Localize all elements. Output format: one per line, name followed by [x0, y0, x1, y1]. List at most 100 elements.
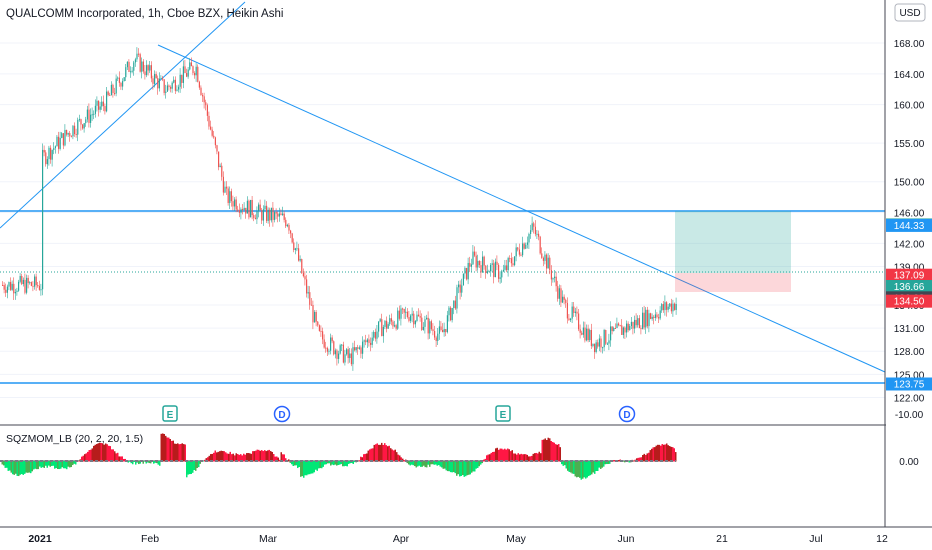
indicator-bar [643, 453, 645, 462]
indicator-bar [100, 442, 102, 462]
currency-button[interactable]: USD [894, 3, 926, 22]
indicator-bar [213, 452, 215, 462]
price-axis-background[interactable] [886, 0, 932, 527]
indicator-bar [481, 461, 483, 464]
candle-body [264, 205, 266, 210]
earnings-icon[interactable]: E [495, 405, 511, 422]
candle-body [533, 223, 535, 227]
trend-line-down[interactable] [157, 44, 886, 373]
candle-body [160, 78, 162, 80]
indicator-bar [331, 461, 333, 465]
candle-body [229, 191, 231, 203]
indicator-bar [451, 461, 453, 473]
candle-body [408, 317, 410, 321]
indicator-bar [427, 461, 429, 465]
dividend-icon[interactable]: D [618, 405, 636, 423]
indicator-bar [181, 443, 183, 462]
indicator-bar [372, 448, 374, 462]
candle-body [290, 230, 292, 234]
indicator-bar [13, 461, 15, 475]
indicator-bar [513, 453, 515, 462]
indicator-bar [510, 451, 512, 462]
indicator-bar [16, 461, 18, 476]
indicator-bar [502, 449, 504, 462]
indicator-bar [582, 461, 584, 479]
candle-body [530, 230, 532, 234]
earnings-icon[interactable]: E [162, 405, 178, 422]
indicator-bar [661, 444, 663, 462]
candle-body [550, 270, 552, 280]
candle-body [43, 149, 45, 153]
indicator-bar [534, 453, 536, 462]
indicator-bar [442, 461, 444, 469]
indicator-bar [253, 451, 255, 462]
drawings-layer[interactable] [0, 1, 886, 384]
candle-body [291, 233, 293, 243]
indicator-bar [418, 461, 420, 466]
indicator-bar [27, 461, 29, 473]
long-position-stop-zone[interactable] [675, 273, 791, 292]
indicator-bar [123, 458, 125, 462]
indicator-bar [190, 461, 192, 474]
candle-body [280, 213, 282, 216]
indicator-bar [394, 449, 396, 462]
indicator-bar [591, 461, 593, 475]
candle-body [210, 126, 212, 130]
indicator-bar [304, 461, 306, 476]
candle-body [512, 263, 514, 266]
indicator-bar [262, 451, 264, 462]
candle-body [482, 256, 484, 273]
candle-body [504, 265, 506, 270]
candle-body [374, 331, 376, 339]
candle-body [645, 309, 647, 328]
indicator-bar [609, 461, 611, 464]
candle-body [288, 224, 290, 231]
indicator-bar [69, 461, 71, 468]
indicator-bar [298, 461, 300, 468]
time-axis-label: Jul [809, 533, 822, 545]
indicator-bar [642, 455, 644, 462]
candle-body [461, 285, 463, 293]
indicator-bar [214, 450, 216, 462]
candle-body [312, 305, 314, 323]
candle-body [230, 191, 232, 202]
indicator-bar [466, 461, 468, 476]
indicator-bar [658, 444, 660, 462]
indicator-bar [271, 451, 273, 462]
indicator-bar [160, 433, 162, 462]
indicator-bar [277, 457, 279, 462]
candle-body [296, 248, 298, 250]
indicator-bar [552, 441, 554, 462]
indicator-bar [240, 454, 242, 462]
indicator-bar [252, 451, 254, 462]
candle-body [494, 261, 496, 278]
candle-body [301, 259, 303, 273]
indicator-bar [4, 461, 6, 468]
dividend-icon[interactable]: D [273, 405, 291, 423]
candle-body [200, 87, 202, 96]
candle-body [261, 210, 263, 221]
indicator-bar [637, 457, 639, 462]
candle-body [378, 321, 380, 332]
indicator-bar [132, 461, 134, 465]
indicator-bar [295, 461, 297, 466]
candle-body [349, 353, 351, 359]
indicator-bar [321, 461, 323, 469]
indicator-bar [12, 461, 14, 475]
trend-line-up[interactable] [0, 1, 246, 229]
indicator-bar [345, 461, 347, 466]
candle-body [6, 286, 8, 293]
long-position-target-zone[interactable] [675, 211, 791, 273]
indicator-bar [517, 453, 519, 462]
indicator-bar [204, 459, 206, 462]
candle-body [262, 209, 264, 221]
candle-body [168, 85, 170, 88]
candle-body [536, 233, 538, 235]
price-tag-label: 137.09 [894, 271, 925, 282]
candle-body [366, 339, 368, 343]
indicator-bar [523, 454, 525, 462]
indicator-bar [456, 461, 458, 476]
indicator-bar [258, 449, 260, 462]
